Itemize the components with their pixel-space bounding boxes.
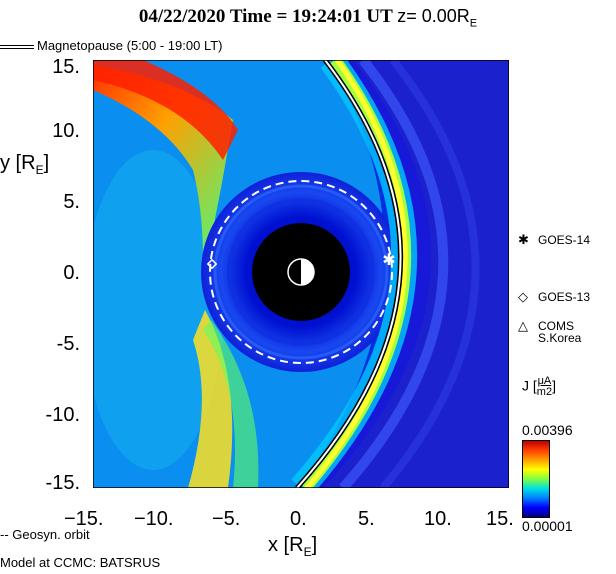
x-tick-label: 5. — [358, 508, 375, 530]
y-tick-label: 15. — [52, 56, 80, 78]
plot-area: ✱ — [93, 60, 509, 488]
magnetopause-legend: Magnetopause (5:00 - 19:00 LT) — [0, 38, 223, 53]
magnetopause-legend-text: Magnetopause (5:00 - 19:00 LT) — [37, 38, 223, 53]
title-date-time: 04/22/2020 Time = 19:24:01 UT — [138, 6, 393, 27]
x-tick-label: −5. — [212, 508, 241, 530]
bow-shock-band-1 — [339, 60, 449, 488]
x-tick-label: 10. — [424, 508, 452, 530]
legend-coms-sub: S.Korea — [538, 331, 582, 345]
model-credit: Model at CCMC: BATSRUS — [0, 555, 161, 570]
asterisk-icon: ✱ — [518, 232, 529, 247]
x-tick-label: 0. — [290, 508, 307, 530]
nightside-current-region — [93, 150, 223, 470]
triangle-icon: △ — [518, 318, 528, 333]
colorbar-label-symbol: J — [522, 377, 529, 394]
ring-current-2 — [227, 198, 375, 346]
diamond-icon: ◇ — [518, 289, 528, 304]
geosynchronous-orbit — [209, 180, 393, 364]
y-tick-label: 10. — [52, 120, 80, 142]
y-tick-label: -10. — [45, 404, 80, 426]
legend-goes13-label: GOES-13 — [538, 290, 591, 304]
earth-night-side — [288, 259, 301, 285]
tail-current-peak — [93, 60, 238, 160]
colorbar-unit-num: μA — [537, 375, 552, 387]
ring-current-1 — [213, 184, 389, 360]
legend-goes13: ◇ GOES-13 — [518, 289, 591, 304]
title-z-value: z= 0.00R — [397, 6, 470, 26]
legend-coms-label: COMS — [538, 319, 574, 333]
y-tick-label: 0. — [63, 262, 80, 284]
colorbar-unit-den: m2 — [536, 386, 553, 398]
y-axis-label: y [RE] — [0, 152, 50, 177]
earth-outline — [287, 258, 315, 286]
colorbar-label: J [μA m2] — [522, 375, 556, 398]
legend-goes14: ✱ GOES-14 — [518, 232, 591, 247]
y-tick-label: -5. — [56, 333, 80, 355]
magnetopause-legend-line — [0, 44, 34, 49]
legend-coms: △ COMS — [518, 318, 574, 333]
bow-shock-band-2 — [379, 60, 480, 488]
colorbar — [522, 440, 550, 518]
x-tick-label: −10. — [134, 508, 174, 530]
geosyn-orbit-legend: -- Geosyn. orbit — [0, 527, 90, 542]
x-axis-label: x [RE] — [268, 534, 318, 559]
tail-current-lower-edge — [203, 320, 259, 488]
goes14-marker: ✱ — [382, 250, 395, 269]
x-tick-label: 15. — [486, 508, 514, 530]
title-z-sub: E — [469, 17, 478, 30]
y-tick-label: 5. — [63, 191, 80, 213]
y-tick-label: -15. — [45, 472, 80, 494]
magnetopause-line-inner — [296, 60, 402, 488]
colorbar-max: 0.00396 — [522, 422, 573, 438]
magnetopause-current-peak — [305, 60, 408, 488]
solar-wind-region — [323, 60, 509, 488]
chart-title: 04/22/2020 Time = 19:24:01 UT z= 0.00RE — [0, 6, 616, 30]
legend-goes14-label: GOES-14 — [538, 233, 591, 247]
colorbar-min: 0.00001 — [522, 518, 573, 534]
x-tick-label: −15. — [64, 508, 104, 530]
goes13-marker — [206, 258, 218, 270]
